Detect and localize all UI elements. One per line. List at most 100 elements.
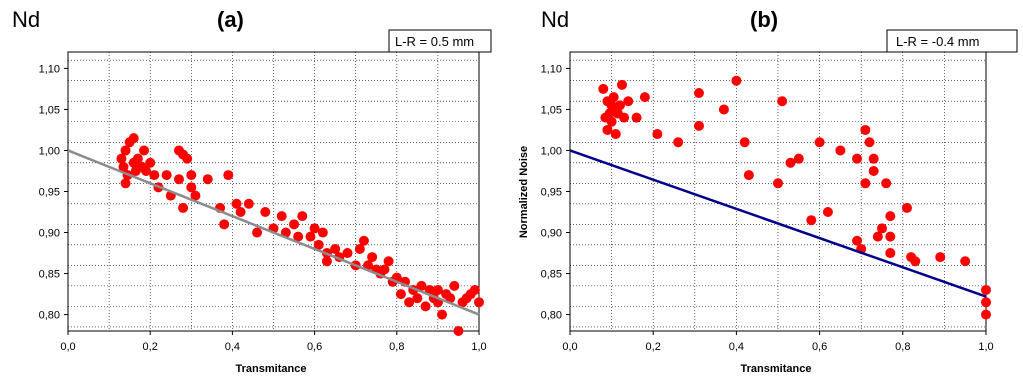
data-point [118,161,129,172]
data-point [793,153,804,164]
data-point [602,124,613,135]
data-point [358,235,369,246]
x-tick-label: 1,0 [471,341,486,353]
data-point [437,309,448,320]
y-tick-label: 1,10 [39,63,60,75]
plot-background [68,52,479,331]
data-point [743,170,754,181]
x-tick-label: 0,4 [729,341,744,353]
data-point [116,153,127,164]
data-point [161,170,172,181]
x-axis-label: Transmitance [236,363,307,375]
x-tick-label: 0,6 [307,341,322,353]
data-point [321,256,332,267]
data-point [235,207,246,218]
y-tick-label: 1,10 [541,63,562,75]
data-point [960,256,971,267]
data-point [835,145,846,156]
data-point [623,96,634,107]
x-tick-label: 0,2 [143,341,158,353]
y-tick-label: 0,85 [541,269,562,281]
data-point [120,145,131,156]
data-point [178,202,189,213]
data-point [474,297,484,308]
data-point [785,157,796,168]
data-point [354,243,365,254]
x-tick-label: 0,4 [225,341,240,353]
data-point [453,326,464,336]
x-tick-label: 1,0 [978,341,993,353]
data-point [852,153,863,164]
data-point [243,198,254,209]
y-tick-label: 0,95 [541,187,562,199]
data-point [132,153,143,164]
data-point [872,231,883,242]
annotation-text: L-R = -0.4 mm [896,34,979,49]
annotation-text: L-R = 0.5 mm [395,34,474,49]
fit-line [569,149,987,298]
y-tick-label: 0,85 [39,269,60,281]
data-point [309,223,320,234]
data-point [260,207,271,218]
data-point [395,289,406,300]
data-point [432,284,443,295]
data-point [814,137,825,148]
y-tick-label: 1,05 [39,104,60,116]
data-point [289,219,300,230]
data-point [383,256,394,267]
data-point [280,227,291,238]
data-point [935,252,946,263]
fit-line [67,149,480,316]
data-point [673,137,684,148]
data-point [219,219,230,230]
data-point [379,264,390,275]
panel-b: Nd (b) 0,800,850,900,951,001,051,100,0 0,… [518,7,1018,375]
data-point [342,248,353,259]
data-point [693,88,704,99]
data-point [868,153,879,164]
data-point [693,120,704,131]
data-point [608,92,619,103]
data-point [617,79,627,90]
data-point [773,178,783,189]
data-point [860,124,871,135]
data-point [639,92,650,103]
y-tick-label: 0,90 [39,228,60,240]
panel-label: (a) [217,7,244,32]
data-point [182,153,193,164]
data-point [276,211,287,222]
data-point [186,170,197,181]
x-tick-label: 0,8 [895,341,910,353]
y-tick-label: 1,00 [39,145,60,157]
data-point [141,165,152,176]
data-point [449,280,460,291]
data-point [901,202,912,213]
data-point [885,231,896,242]
data-point [139,145,150,156]
data-point [864,137,875,148]
data-point [881,178,892,189]
data-point [305,231,316,242]
data-point [416,280,427,291]
y-tick-label: 0,90 [541,228,562,240]
data-point [981,297,991,308]
data-point [910,256,921,267]
data-point [186,182,197,193]
data-point [631,112,642,123]
data-point [731,75,742,86]
data-point [149,170,160,181]
data-point [598,83,609,94]
y-tick-label: 0,80 [541,310,562,322]
y-axis-label: Normalized Noise [518,146,530,238]
data-point [606,116,617,127]
plot-area: 0,80 0,85 0,90 0,95 1,00 1,05 1,10 0,0 0,2 0,4 0,6… [39,51,487,353]
data-point [367,252,378,263]
data-point [252,227,263,238]
data-point [412,293,423,304]
data-point [469,284,480,295]
data-point [120,178,131,189]
data-point [223,170,234,181]
data-point [610,129,621,140]
data-point [877,223,887,234]
